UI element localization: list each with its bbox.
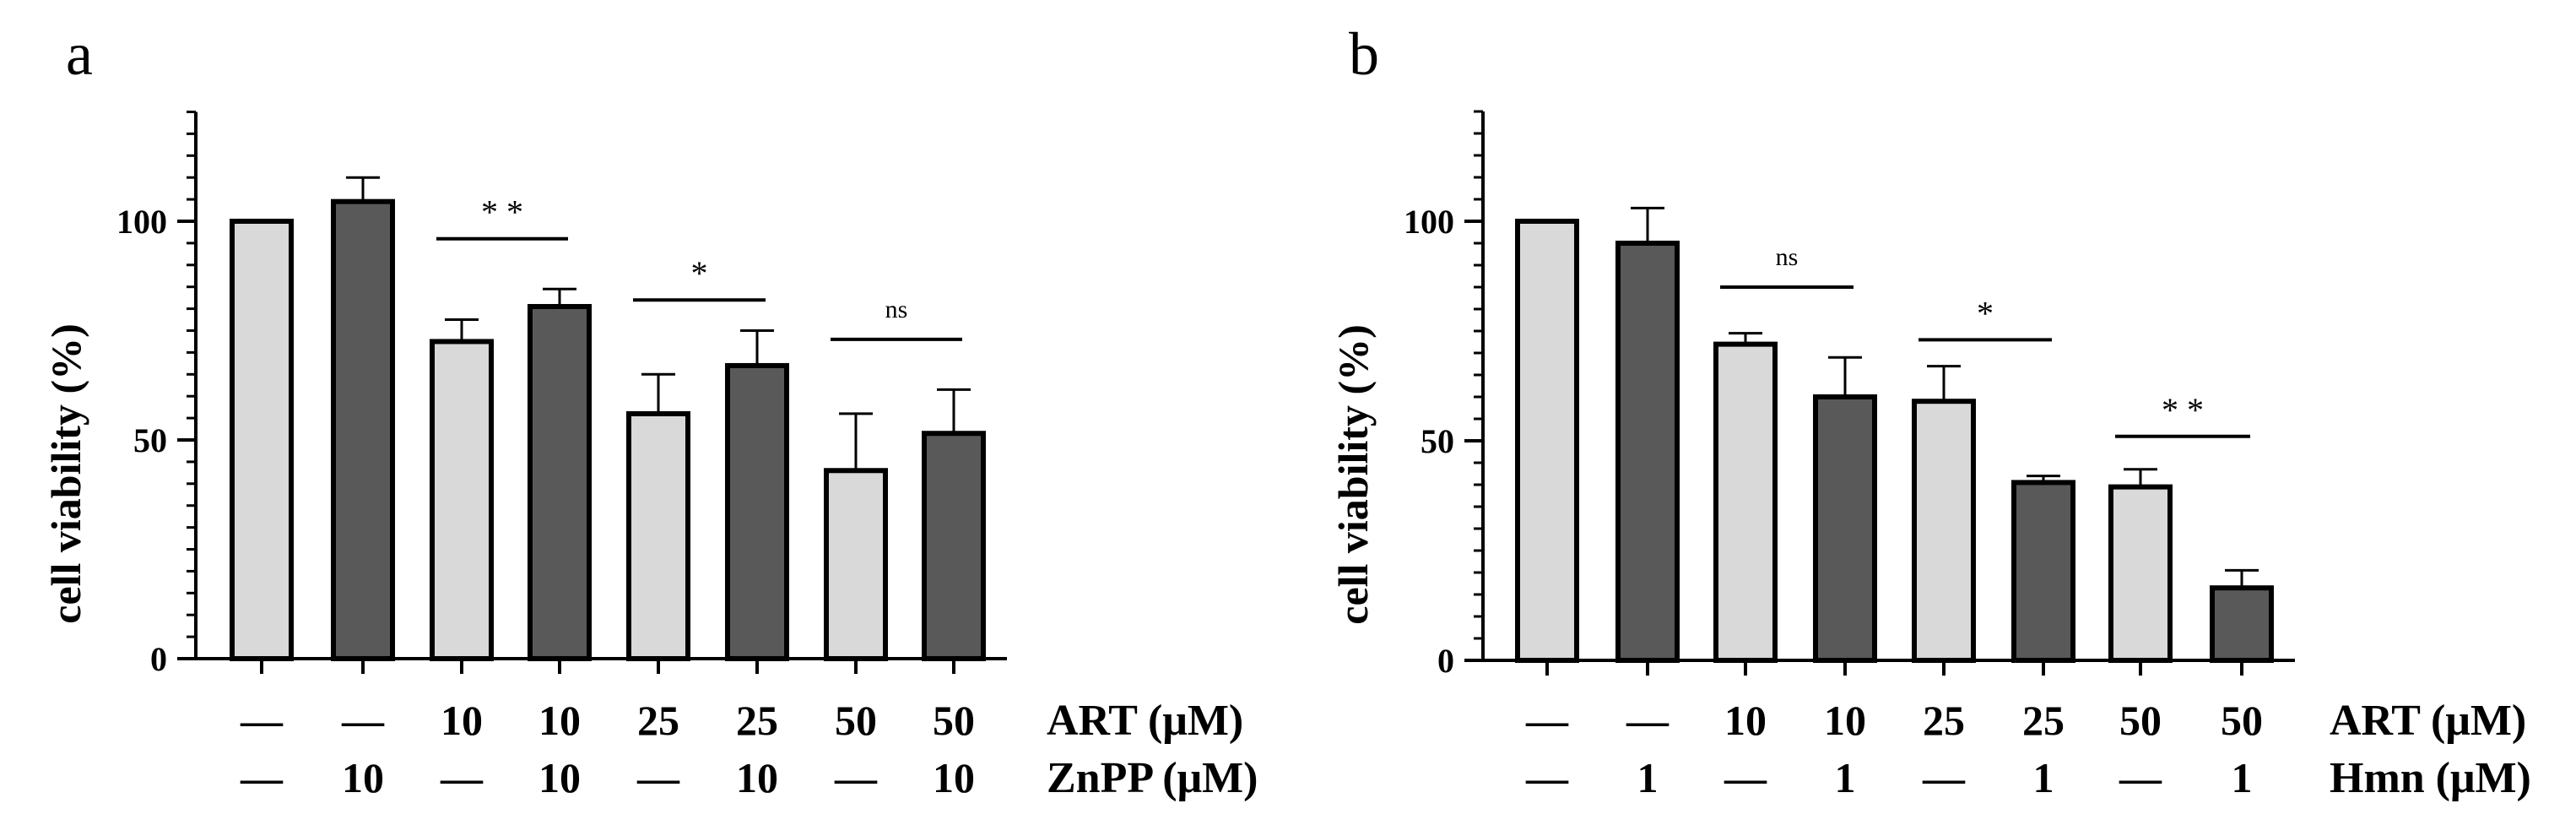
condition-value: 50 [2119,697,2162,744]
condition-value: 50 [835,697,877,744]
bar [230,219,294,661]
bar [1713,341,1778,663]
condition-value: 25 [1923,697,1965,744]
condition-value: 10 [538,697,581,744]
y-tick-label: 50 [1421,422,1454,460]
condition-value: 25 [736,697,778,744]
condition-dash: — [1525,754,1569,801]
y-tick-label: 0 [150,640,167,678]
panel-a: a 0 50 100 cell viability (%) — — 10 10 25 25 50 50… [42,20,1258,802]
condition-dash: — [1922,754,1966,801]
y-tick-label: 50 [133,421,167,459]
bar [626,410,690,661]
condition-value: 10 [1824,697,1866,744]
panel-b: b 0 50 100 cell viability (%) — — 10 10 25 25 50 50… [1329,20,2531,802]
bar [824,468,888,662]
condition-row-label: ART (μM) [1047,697,1243,745]
bar [922,431,986,661]
condition-value: 25 [637,697,679,744]
y-tick-label: 100 [1404,203,1454,241]
bar [528,304,592,661]
condition-value: 10 [933,754,975,801]
condition-value: 10 [441,697,483,744]
condition-dash: — [834,754,878,801]
condition-dash: — [1525,697,1569,744]
significance-label: * * [2162,391,2204,429]
condition-dash: — [1724,754,1767,801]
y-axis-label: cell viability (%) [42,323,89,624]
condition-dash: — [636,754,680,801]
condition-value: 25 [2022,697,2065,744]
bar [2108,484,2173,663]
bar [1615,241,1680,663]
condition-value: 10 [538,754,581,801]
condition-value: 50 [933,697,975,744]
condition-dash: — [1626,697,1670,744]
significance-label: * * [481,193,523,231]
condition-value: 50 [2221,697,2263,744]
y-tick-label: 0 [1437,642,1454,680]
condition-value: 1 [1637,754,1659,801]
condition-dash: — [440,754,484,801]
condition-value: 10 [1724,697,1767,744]
bar [1813,394,1877,663]
significance-label: ns [1776,243,1799,271]
y-tick-label: 100 [116,203,167,241]
bar [430,339,494,661]
significance-label: ns [885,296,908,323]
condition-row-label: ZnPP (μM) [1047,754,1258,802]
bar [1912,399,1976,663]
panel-letter-a: a [66,20,93,88]
condition-dash: — [2119,754,2162,801]
bar [1515,219,1579,663]
condition-value: 10 [736,754,778,801]
significance-label: * [691,254,708,292]
y-axis-label: cell viability (%) [1329,324,1377,625]
condition-row-label: ART (μM) [2330,697,2526,745]
bar [2011,480,2075,664]
panel-letter-b: b [1349,20,1379,88]
condition-dash: — [240,697,284,744]
condition-dash: — [341,697,385,744]
bar [725,362,789,661]
condition-value: 10 [342,754,384,801]
condition-dash: — [240,754,284,801]
significance-label: * [1977,294,1994,332]
condition-value: 1 [2232,754,2253,801]
condition-row-label: Hmn (μM) [2330,754,2531,802]
condition-value: 1 [2033,754,2054,801]
condition-value: 1 [1835,754,1856,801]
bar [2210,585,2274,664]
bar [331,198,395,661]
